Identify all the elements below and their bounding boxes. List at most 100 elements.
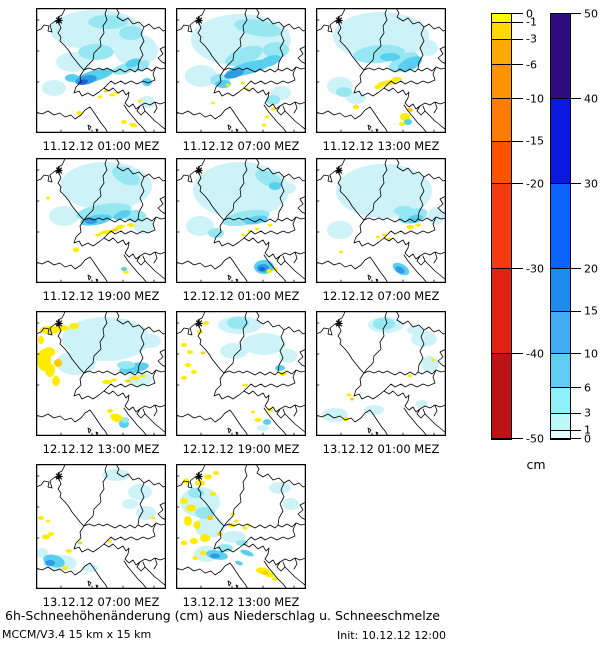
snow-change-patch — [364, 405, 384, 415]
snow-change-patch — [78, 44, 114, 60]
snow-change-patch — [184, 363, 192, 367]
snow-change-patch — [376, 235, 380, 239]
map-canvas — [36, 464, 166, 589]
snow-change-patch — [262, 571, 268, 575]
colorbar-tick — [491, 183, 523, 184]
colorbar-tick-label: 1 — [584, 423, 591, 437]
snow-change-patch — [235, 560, 243, 566]
init-time-label: Init: 10.12.12 12:00 — [337, 629, 446, 642]
snow-change-patch — [102, 380, 112, 384]
snow-change-patch — [191, 370, 197, 374]
snow-change-patch — [129, 122, 137, 128]
snow-change-patch — [392, 77, 402, 81]
snow-change-patch — [36, 548, 48, 558]
snow-change-patch — [259, 54, 281, 68]
snow-change-patch — [187, 350, 193, 354]
snow-change-patch — [45, 363, 55, 377]
snow-change-patch — [242, 383, 248, 387]
panel-timestamp-label: 11.12.12 13:00 MEZ — [322, 139, 440, 153]
snow-change-patch — [346, 393, 352, 397]
snow-change-patch — [123, 270, 129, 274]
snow-change-patch — [408, 374, 412, 378]
snow-change-patch — [407, 214, 423, 224]
snow-change-patch — [69, 323, 79, 329]
snow-change-patch — [185, 65, 217, 87]
colorbar-negative — [491, 13, 512, 440]
colorbar-tick — [491, 140, 523, 142]
snow-change-patch — [52, 376, 60, 386]
snow-change-patch — [261, 123, 267, 127]
map-canvas — [316, 311, 446, 436]
snow-change-patch — [117, 361, 135, 369]
map-canvas — [316, 8, 446, 133]
snow-change-patch — [207, 515, 213, 521]
snow-change-patch — [134, 218, 154, 234]
snow-change-patch — [240, 549, 254, 557]
snow-change-patch — [138, 99, 142, 103]
snow-change-patch — [374, 85, 382, 89]
snow-change-patch — [114, 91, 120, 95]
colorbar-tick — [550, 412, 581, 414]
snow-change-patch — [38, 516, 44, 520]
snow-change-patch — [336, 164, 432, 218]
snow-change-patch — [186, 504, 196, 512]
snow-change-patch — [73, 247, 79, 253]
snow-change-patch — [404, 119, 412, 125]
colorbar-segment — [551, 430, 570, 439]
colorbar-tick-label: 0 — [584, 432, 591, 445]
colorbar-tick-label: 10 — [584, 347, 598, 360]
snow-change-patch — [82, 564, 98, 572]
colorbar-tick — [491, 13, 523, 14]
snow-change-patch — [128, 484, 152, 500]
snow-change-patch — [257, 425, 269, 431]
snow-change-patch — [211, 101, 215, 105]
snow-change-patch — [241, 233, 245, 237]
colorbar-segment — [492, 99, 511, 142]
snow-change-patch — [204, 474, 212, 480]
snow-change-patch — [78, 541, 82, 545]
map-canvas — [316, 158, 446, 283]
snow-change-patch — [263, 419, 271, 425]
snow-change-patch — [200, 534, 210, 542]
snow-change-patch — [121, 417, 129, 423]
snow-change-patch — [109, 93, 115, 97]
snow-change-patch — [60, 162, 152, 210]
snow-change-patch — [125, 379, 131, 383]
colorbar-tick — [550, 438, 581, 439]
map-panel: 13.12.12 01:00 MEZ — [316, 311, 446, 456]
snow-change-patch — [195, 516, 225, 538]
snow-change-patch — [46, 196, 50, 200]
snow-change-patch — [266, 95, 280, 105]
snow-change-patch — [269, 182, 281, 190]
colorbar-tick — [550, 429, 581, 431]
snow-change-patch — [350, 397, 354, 401]
snow-change-patch — [234, 19, 282, 37]
snow-change-patch — [119, 26, 143, 40]
snow-change-patch — [188, 488, 204, 498]
snow-change-patch — [184, 516, 192, 526]
panel-timestamp-label: 12.12.12 13:00 MEZ — [42, 442, 160, 456]
snow-change-patch — [322, 408, 348, 422]
snow-change-patch — [272, 577, 278, 581]
colorbar-tick-label: 0 — [526, 7, 533, 20]
snow-change-patch — [233, 519, 239, 523]
snow-change-patch — [38, 336, 44, 344]
snow-change-patch — [121, 267, 127, 271]
snow-change-patch — [140, 374, 146, 378]
panel-timestamp-label: 11.12.12 01:00 MEZ — [42, 139, 160, 153]
colorbar-tick-label: -15 — [526, 134, 544, 148]
map-canvas — [36, 8, 166, 133]
colorbar-segment — [551, 388, 570, 414]
colorbar-positive — [550, 13, 571, 440]
snow-change-patch — [43, 347, 55, 357]
snow-change-patch — [203, 321, 209, 325]
colorbar-segment — [492, 39, 511, 65]
map-panel: 11.12.12 07:00 MEZ — [176, 8, 306, 153]
snow-change-patch — [279, 372, 287, 376]
snow-change-patch — [397, 56, 423, 72]
snow-change-patch — [186, 216, 214, 236]
snow-change-patch — [267, 223, 273, 227]
map-canvas — [176, 158, 306, 283]
snow-change-patch — [200, 550, 206, 556]
colorbar-segment — [551, 184, 570, 269]
